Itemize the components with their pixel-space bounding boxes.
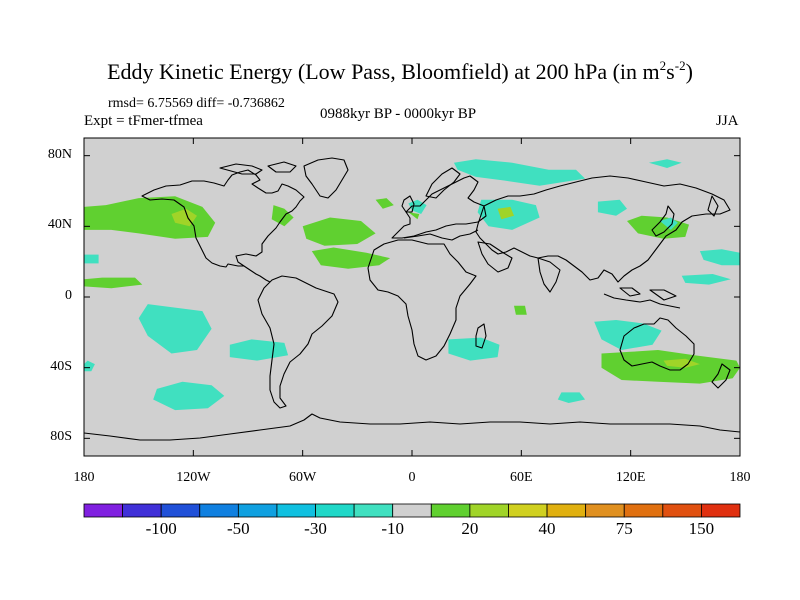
colorbar-label: 75 [615, 519, 633, 538]
anomaly-layer [84, 159, 740, 411]
y-tick-label: 80N [47, 146, 72, 162]
coast-europe [391, 175, 487, 239]
colorbar-box [701, 503, 741, 518]
coast-scandinavia [425, 167, 461, 199]
colorbar-box [585, 503, 625, 518]
anomaly-atlantic-positive [302, 217, 376, 246]
coast-north-america [141, 169, 305, 268]
statistics-label: rmsd= 6.75569 diff= -0.736862 [108, 96, 285, 111]
x-tick-label: 120W [176, 470, 211, 485]
anomaly-s-atlantic-negative [448, 337, 500, 361]
colorbar-box [430, 503, 471, 518]
colorbar-box [315, 503, 355, 518]
anomaly-mongolia-negative [597, 199, 627, 216]
anomaly-japan-negative [659, 217, 678, 230]
anomaly-atlantic-small [375, 198, 394, 209]
coast-greenland [303, 157, 349, 199]
anomaly-e-pacific-negative [138, 304, 212, 354]
colorbar-box [160, 503, 201, 518]
colorbar-label: 150 [688, 519, 715, 538]
anomaly-w-coast-negative [84, 360, 95, 372]
anomaly-n-africa-positive [311, 247, 391, 269]
colorbar-box [276, 503, 316, 518]
anomaly-s-pacific-south-negative [153, 381, 225, 411]
anomaly-europe-positive-small [408, 212, 420, 220]
x-tick-label: 180 [729, 470, 751, 485]
anomaly-australia-positive [601, 350, 740, 384]
coast-india [537, 257, 561, 293]
anomaly-na-pacific-positive [84, 196, 216, 239]
y-tick-label: 0 [65, 288, 72, 303]
period-label: 0988kyr BP - 0000kyr BP [320, 106, 477, 122]
anomaly-pacific-dateline-negative [84, 254, 99, 264]
anomaly-indian-negative [594, 320, 662, 350]
x-tick-label: 180 [73, 470, 95, 485]
anomaly-arctic-negative [648, 159, 682, 168]
colorbar-box [237, 503, 278, 518]
colorbar [83, 503, 741, 518]
coast-south-america [257, 275, 339, 409]
anomaly-south-ocean-negative [557, 392, 586, 403]
colorbar-box [546, 503, 587, 518]
coast-africa [367, 239, 477, 361]
coast-australia [619, 317, 695, 371]
colorbar-box [199, 503, 239, 518]
x-tick-label: 120E [615, 470, 646, 485]
coast-kamchatka [707, 195, 719, 217]
coast-arctic-islands [219, 161, 297, 175]
colorbar-box [662, 503, 702, 518]
y-tick-label: 80S [50, 429, 72, 445]
coast-japan [651, 205, 675, 237]
colorbar-box [508, 503, 548, 518]
colorbar-label: -50 [227, 519, 250, 538]
colorbar-box [392, 503, 432, 518]
coastline-layer [84, 157, 740, 441]
colorbar-label: 20 [461, 519, 479, 538]
anomaly-russia-negative [453, 159, 586, 186]
x-tick-label: 0 [408, 470, 416, 485]
colorbar-label: -10 [381, 519, 405, 538]
coast-madagascar [475, 323, 487, 349]
axis-ticks [83, 138, 741, 456]
coast-mediterranean [403, 229, 479, 241]
colorbar-box [122, 503, 162, 518]
anomaly-north-america-positive [271, 205, 294, 227]
anomaly-pacific-sub-negative [681, 274, 731, 285]
chart-title: Eddy Kinetic Energy (Low Pass, Bloomfiel… [107, 58, 693, 84]
season-label: JJA [716, 113, 739, 129]
colorbar-label: -100 [145, 519, 177, 538]
coast-british-isles [401, 195, 415, 213]
colorbar-box [469, 503, 509, 518]
experiment-label: Expt = tFmer-tfmea [84, 113, 203, 129]
x-tick-label: 60W [289, 470, 317, 485]
colorbar-label: 40 [538, 519, 556, 538]
coast-arabia [477, 241, 513, 273]
coast-antarctica [84, 413, 740, 441]
x-tick-label: 60E [510, 470, 533, 485]
colorbar-label: -30 [304, 519, 327, 538]
colorbar-box [353, 503, 394, 518]
anomaly-australia-inner [663, 358, 700, 368]
y-tick-label: 40N [47, 217, 72, 233]
anomaly-central-asia-inner [497, 206, 514, 220]
coast-new-zealand [711, 363, 731, 389]
y-tick-label: 40S [50, 358, 72, 374]
anomaly-madagascar-positive [514, 305, 527, 315]
colorbar-box [83, 503, 123, 518]
anomaly-hawaii-positive [84, 277, 143, 289]
coast-indonesia [603, 287, 681, 309]
coast-asia [475, 175, 731, 283]
coast-central-america [243, 265, 271, 283]
anomaly-pacific-nw-negative [699, 249, 740, 266]
colorbar-box [623, 503, 664, 518]
